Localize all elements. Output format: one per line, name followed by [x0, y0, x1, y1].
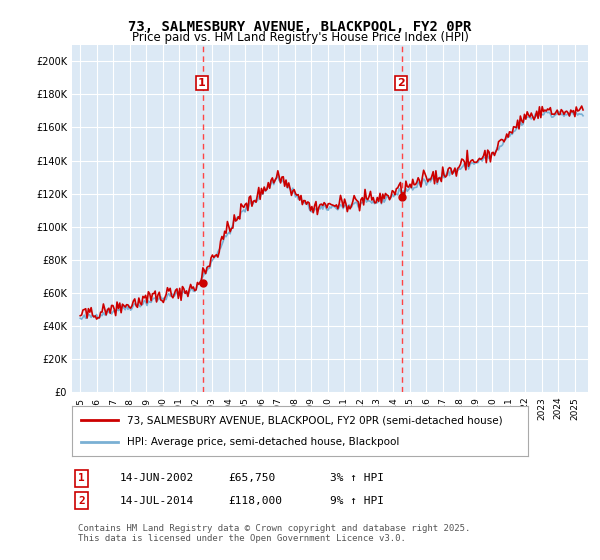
- Text: 2: 2: [78, 496, 85, 506]
- Text: 9% ↑ HPI: 9% ↑ HPI: [330, 496, 384, 506]
- Text: HPI: Average price, semi-detached house, Blackpool: HPI: Average price, semi-detached house,…: [127, 437, 399, 447]
- Text: 14-JUL-2014: 14-JUL-2014: [120, 496, 194, 506]
- Text: 1: 1: [78, 473, 85, 483]
- Text: Price paid vs. HM Land Registry's House Price Index (HPI): Price paid vs. HM Land Registry's House …: [131, 31, 469, 44]
- Text: 73, SALMESBURY AVENUE, BLACKPOOL, FY2 0PR (semi-detached house): 73, SALMESBURY AVENUE, BLACKPOOL, FY2 0P…: [127, 415, 502, 425]
- Text: Contains HM Land Registry data © Crown copyright and database right 2025.
This d: Contains HM Land Registry data © Crown c…: [78, 524, 470, 543]
- Text: 14-JUN-2002: 14-JUN-2002: [120, 473, 194, 483]
- Text: £118,000: £118,000: [228, 496, 282, 506]
- Text: 1: 1: [198, 78, 206, 88]
- Text: 2: 2: [397, 78, 405, 88]
- Text: 73, SALMESBURY AVENUE, BLACKPOOL, FY2 0PR: 73, SALMESBURY AVENUE, BLACKPOOL, FY2 0P…: [128, 20, 472, 34]
- Text: 3% ↑ HPI: 3% ↑ HPI: [330, 473, 384, 483]
- Text: £65,750: £65,750: [228, 473, 275, 483]
